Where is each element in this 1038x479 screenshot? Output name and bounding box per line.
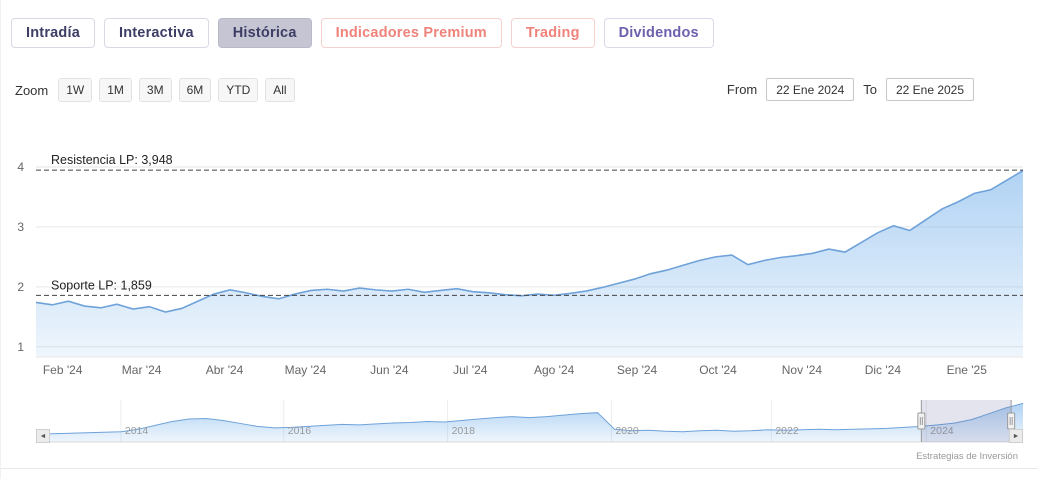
chart-credits: Estrategias de Inversión <box>916 451 1018 462</box>
nav-year-label: 2014 <box>125 425 149 437</box>
from-date-input[interactable] <box>766 78 855 101</box>
x-axis-label: May '24 <box>285 363 327 377</box>
x-axis-label: Jul '24 <box>453 363 488 377</box>
x-axis-label: Ago '24 <box>534 363 575 377</box>
tab-historica[interactable]: Histórica <box>217 18 312 48</box>
annotation-label: Soporte LP: 1,859 <box>51 278 152 292</box>
tab-dividendos[interactable]: Dividendos <box>603 18 714 48</box>
x-axis-label: Nov '24 <box>782 363 823 377</box>
navigator-right-handle[interactable] <box>1007 412 1016 430</box>
nav-line <box>35 402 1024 435</box>
nav-year-label: 2022 <box>775 425 799 437</box>
zoom-ytd-button[interactable]: YTD <box>218 78 259 102</box>
navigator-selection[interactable] <box>921 400 1012 442</box>
x-axis-label: Abr '24 <box>206 363 244 377</box>
zoom-label: Zoom <box>15 82 49 98</box>
scrollbar-right-arrow-icon[interactable]: ► <box>1009 429 1023 443</box>
price-line <box>35 169 1024 313</box>
tab-intradia[interactable]: Intradía <box>11 18 95 48</box>
nav-year-label: 2016 <box>288 425 312 437</box>
x-axis-label: Ene '25 <box>947 363 988 377</box>
from-label: From <box>726 82 758 97</box>
x-axis-label: Sep '24 <box>617 363 658 377</box>
annotation-label: Resistencia LP: 3,948 <box>51 153 173 167</box>
bottom-divider <box>1 468 1038 469</box>
chart-tabs: Intradía Interactiva Histórica Indicador… <box>11 18 714 48</box>
scrollbar-left-arrow-icon[interactable]: ◄ <box>36 429 50 443</box>
tab-trading[interactable]: Trading <box>510 18 595 48</box>
price-area <box>36 170 1023 357</box>
x-axis-label: Jun '24 <box>370 363 409 377</box>
x-axis-label: Dic '24 <box>865 363 902 377</box>
tab-interactiva[interactable]: Interactiva <box>103 18 209 48</box>
zoom-1m-button[interactable]: 1M <box>99 78 132 102</box>
x-axis-label: Feb '24 <box>43 363 83 377</box>
date-range-group: From To <box>727 78 974 101</box>
nav-year-label: 2024 <box>930 425 954 437</box>
x-axis-label: Mar '24 <box>122 363 162 377</box>
y-axis-label: 3 <box>17 220 24 234</box>
zoom-all-button[interactable]: All <box>265 78 295 102</box>
nav-year-label: 2018 <box>452 425 476 437</box>
y-axis-label: 1 <box>17 340 24 354</box>
nav-area <box>36 403 1023 442</box>
range-selector: Zoom 1W 1M 3M 6M YTD All From To <box>15 78 974 104</box>
zoom-3m-button[interactable]: 3M <box>138 78 172 102</box>
y-axis-label: 4 <box>17 160 24 174</box>
navigator-left-handle[interactable] <box>917 412 926 430</box>
y-axis-label: 2 <box>17 280 24 294</box>
navigator-chart[interactable]: 2014 2016 2018 2020 2022 2024 <box>1 398 1038 446</box>
main-chart[interactable]: 1 2 3 4 Feb '24 Mar '24 Abr '24 May '24 Jun '24 J… <box>1 128 1038 380</box>
zoom-1w-button[interactable]: 1W <box>58 78 93 102</box>
zoom-group: Zoom 1W 1M 3M 6M YTD All <box>15 78 295 102</box>
nav-year-label: 2020 <box>615 425 639 437</box>
zoom-6m-button[interactable]: 6M <box>178 78 212 102</box>
tab-indicadores-premium[interactable]: Indicadores Premium <box>320 18 502 48</box>
to-label: To <box>863 82 877 97</box>
x-axis-label: Oct '24 <box>699 363 737 377</box>
to-date-input[interactable] <box>886 78 974 101</box>
